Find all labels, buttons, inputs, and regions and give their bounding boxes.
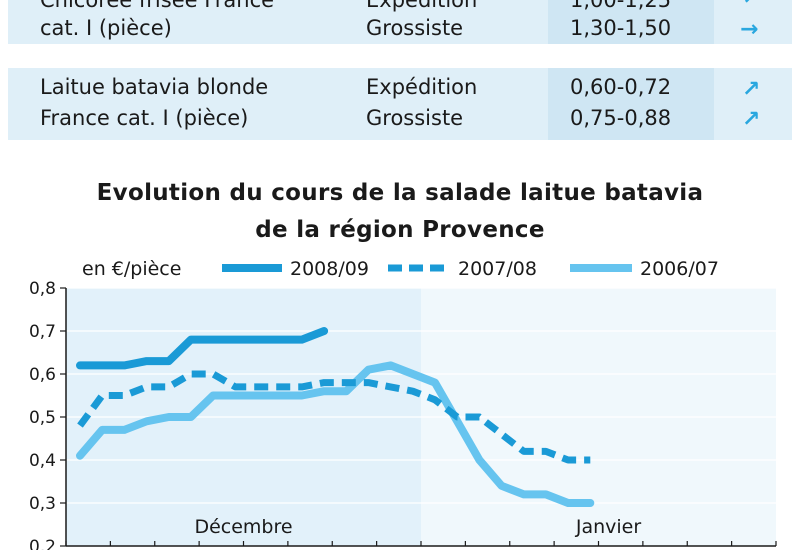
legend-label-2006-07: 2006/07 <box>640 258 719 280</box>
y-tick-label: 0,7 <box>29 322 56 342</box>
y-tick-label: 0,4 <box>29 451 56 471</box>
product-name: Chicorée frisée France <box>40 0 275 12</box>
product-category: France cat. I (pièce) <box>40 106 249 130</box>
price-value: 0,60-0,72 <box>570 75 672 99</box>
y-tick-label: 0,3 <box>29 494 56 514</box>
row-separator <box>8 44 792 68</box>
stage-label: Expédition <box>366 75 478 99</box>
trend-stable-icon: → <box>740 17 759 42</box>
price-table: Chicorée frisée France cat. I (pièce) Ex… <box>0 0 800 150</box>
legend-label-2007-08: 2007/08 <box>458 258 537 280</box>
y-tick-label: 0,8 <box>29 279 56 299</box>
trend-up-icon: ↗ <box>742 77 761 102</box>
stage-label: Grossiste <box>366 106 464 130</box>
trend-up-icon: ↗ <box>742 107 761 132</box>
price-column <box>548 0 714 140</box>
series-line-2006-07 <box>76 361 595 507</box>
chart-title: Evolution du cours de la salade laitue b… <box>96 180 704 206</box>
x-month-label: Décembre <box>194 516 292 538</box>
chart-subtitle: de la région Provence <box>255 217 545 243</box>
product-category: cat. I (pièce) <box>40 16 172 40</box>
price-value: 1,30-1,50 <box>570 16 672 40</box>
y-tick-label: 0,5 <box>29 408 56 428</box>
series-line-2007-08 <box>77 370 591 464</box>
plot-area: 0,8 0,7 0,6 0,5 0,4 0,3 0,2 Décembre Janvier <box>29 279 777 550</box>
unit-label: en €/pièce <box>82 258 181 280</box>
x-month-label: Janvier <box>575 516 642 538</box>
y-tick-label: 0,6 <box>29 365 56 385</box>
stage-label: Expédition <box>366 0 478 12</box>
series-line-2008-09 <box>76 327 329 370</box>
product-name: Laitue batavia blonde <box>40 75 269 99</box>
stage-label: Grossiste <box>366 16 464 40</box>
y-tick-label: 0,2 <box>29 537 56 550</box>
trend-up-icon: ↗ <box>742 0 760 10</box>
price-value: 1,00-1,25 <box>570 0 672 12</box>
price-value: 0,75-0,88 <box>570 106 672 130</box>
chart-legend: en €/pièce 2008/09 2007/08 2006/07 <box>82 258 719 280</box>
legend-label-2008-09: 2008/09 <box>290 258 369 280</box>
